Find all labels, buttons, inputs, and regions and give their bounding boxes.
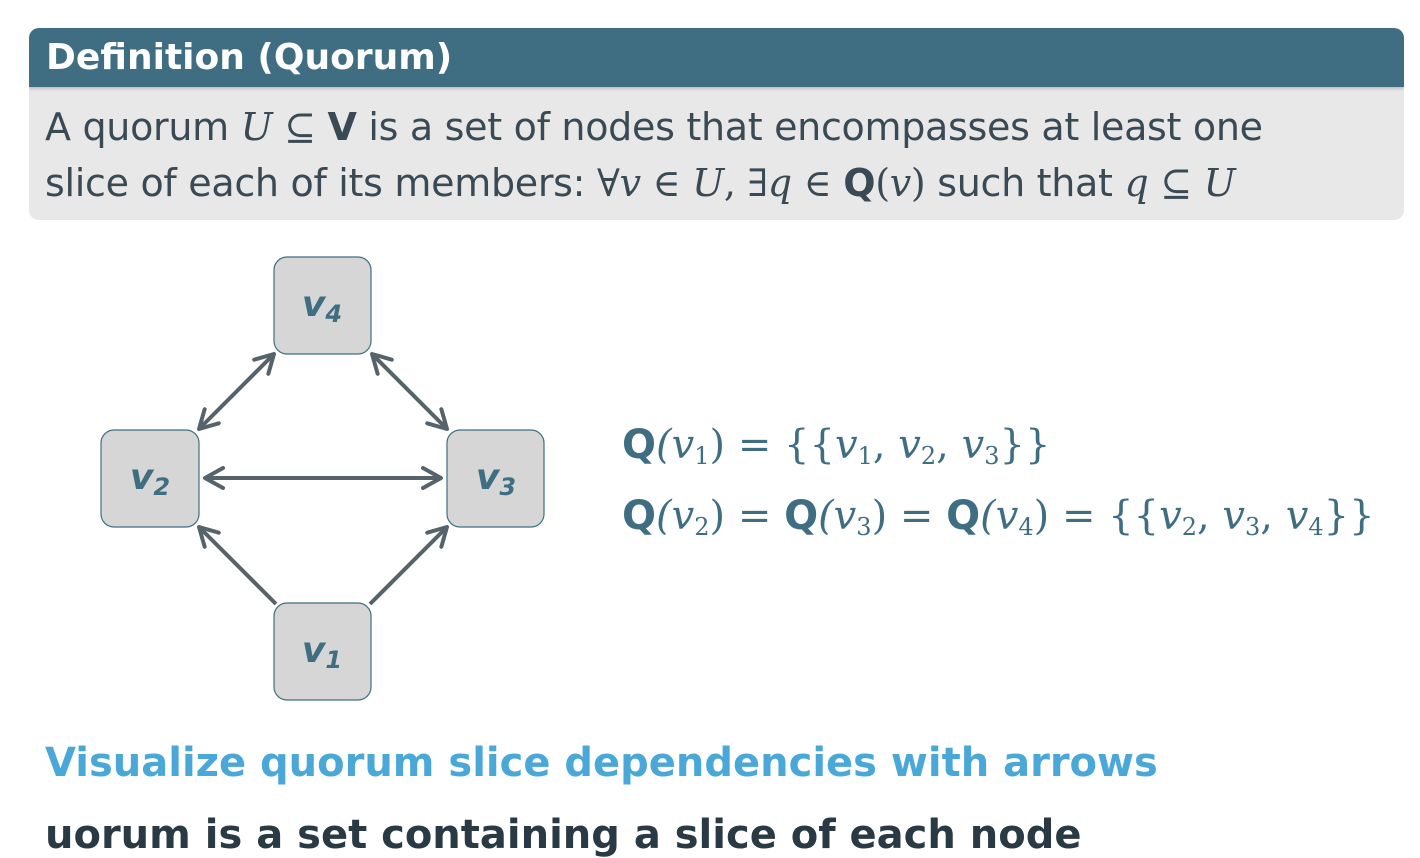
definition-line-1: A quorum U ⊆ V is a set of nodes that en… (45, 99, 1388, 155)
node-box (273, 602, 372, 701)
math-U: U (240, 105, 273, 149)
formula-arg: (v (980, 493, 1019, 539)
math-V: V (327, 105, 357, 149)
quorum-formulas: Q(v1) = {{v1, v2, v3}} Q(v2) = Q(v3) = Q… (622, 415, 1375, 557)
formula-1: Q(v1) = {{v1, v2, v3}} (622, 415, 1375, 486)
node-v2: v2 (100, 429, 200, 528)
formula-arg: (v (656, 493, 695, 539)
formula-var: v (1285, 493, 1309, 539)
cutoff-text: uorum is a set containing a slice of eac… (45, 812, 1082, 858)
edge-v2-v4 (197, 352, 276, 431)
formula-var: v (961, 422, 985, 468)
formula-sub: 3 (984, 442, 1000, 470)
node-label: v1 (302, 630, 342, 674)
edge-v1-v2 (197, 525, 278, 606)
formula-sub: 2 (694, 513, 710, 541)
math-paren: ( (875, 161, 890, 205)
headline: Visualize quorum slice dependencies with… (45, 740, 1158, 786)
edge-v1-v3 (368, 525, 449, 606)
math-v: v (889, 161, 911, 205)
math-in: ∈ (791, 161, 844, 205)
math-q: q (1124, 161, 1149, 205)
math-in: ∈ (640, 161, 693, 205)
def-text: A quorum (45, 105, 241, 149)
node-v1: v1 (273, 602, 372, 701)
formula-sub: 4 (1308, 513, 1324, 541)
formula-op: ) = (709, 493, 785, 539)
formula-sep: , (1260, 493, 1286, 539)
math-subset: ⊆ (272, 105, 328, 149)
node-box (446, 429, 545, 528)
formula-op: ) = (871, 493, 947, 539)
formula-sep: , (1196, 493, 1223, 539)
node-box (273, 256, 372, 355)
formula-sub: 1 (857, 442, 873, 470)
node-box (100, 429, 200, 528)
formula-var: v (1222, 493, 1246, 539)
formula-arg: (v (818, 493, 857, 539)
math-U: U (692, 161, 724, 205)
math-Q: Q (843, 161, 876, 205)
formula-Q: Q (622, 493, 657, 539)
formula-sub: 2 (920, 442, 937, 470)
node-label: v4 (302, 284, 342, 328)
formula-op: }} (1323, 493, 1375, 539)
math-paren: ) (910, 161, 926, 205)
formula-sep: , (872, 422, 899, 468)
math-forall: ∀ (596, 161, 620, 205)
formula-2: Q(v2) = Q(v3) = Q(v4) = {{v2, v3, v4}} (622, 486, 1375, 557)
def-text: is a set of nodes that encompasses at le… (356, 105, 1263, 149)
math-exists: ∃ (747, 161, 768, 205)
formula-op: ) = {{ (1033, 493, 1160, 539)
node-v4: v4 (273, 256, 372, 355)
node-v3: v3 (446, 429, 545, 528)
def-text: such that (925, 161, 1125, 205)
formula-op: }} (999, 422, 1051, 468)
formula-Q: Q (946, 493, 981, 539)
definition-body: A quorum U ⊆ V is a set of nodes that en… (29, 87, 1404, 211)
definition-block: Definition (Quorum) A quorum U ⊆ V is a … (29, 28, 1404, 220)
formula-sub: 1 (694, 442, 710, 470)
formula-sub: 4 (1018, 513, 1034, 541)
math-U: U (1203, 161, 1236, 205)
formula-var: v (834, 422, 858, 468)
formula-sub: 3 (1245, 513, 1261, 541)
formula-var: v (898, 422, 921, 468)
formula-sub: 3 (856, 513, 872, 541)
formula-arg: (v (656, 422, 695, 468)
formula-Q: Q (784, 493, 819, 539)
formula-Q: Q (622, 422, 657, 468)
formula-sub: 2 (1181, 513, 1197, 541)
node-label: v3 (476, 457, 516, 501)
math-v: v (619, 161, 641, 205)
def-text: slice of each of its members: (45, 161, 597, 205)
edge-v4-v3 (370, 352, 449, 431)
math-comma: , (723, 161, 748, 205)
math-q: q (767, 161, 792, 205)
definition-line-2: slice of each of its members: ∀v ∈ U, ∃q… (45, 155, 1388, 211)
formula-sep: , (936, 422, 962, 468)
formula-var: v (1159, 493, 1182, 539)
math-subset: ⊆ (1148, 161, 1204, 205)
node-label: v2 (130, 457, 170, 501)
definition-title: Definition (Quorum) (29, 28, 1404, 87)
formula-op: ) = {{ (709, 422, 835, 468)
